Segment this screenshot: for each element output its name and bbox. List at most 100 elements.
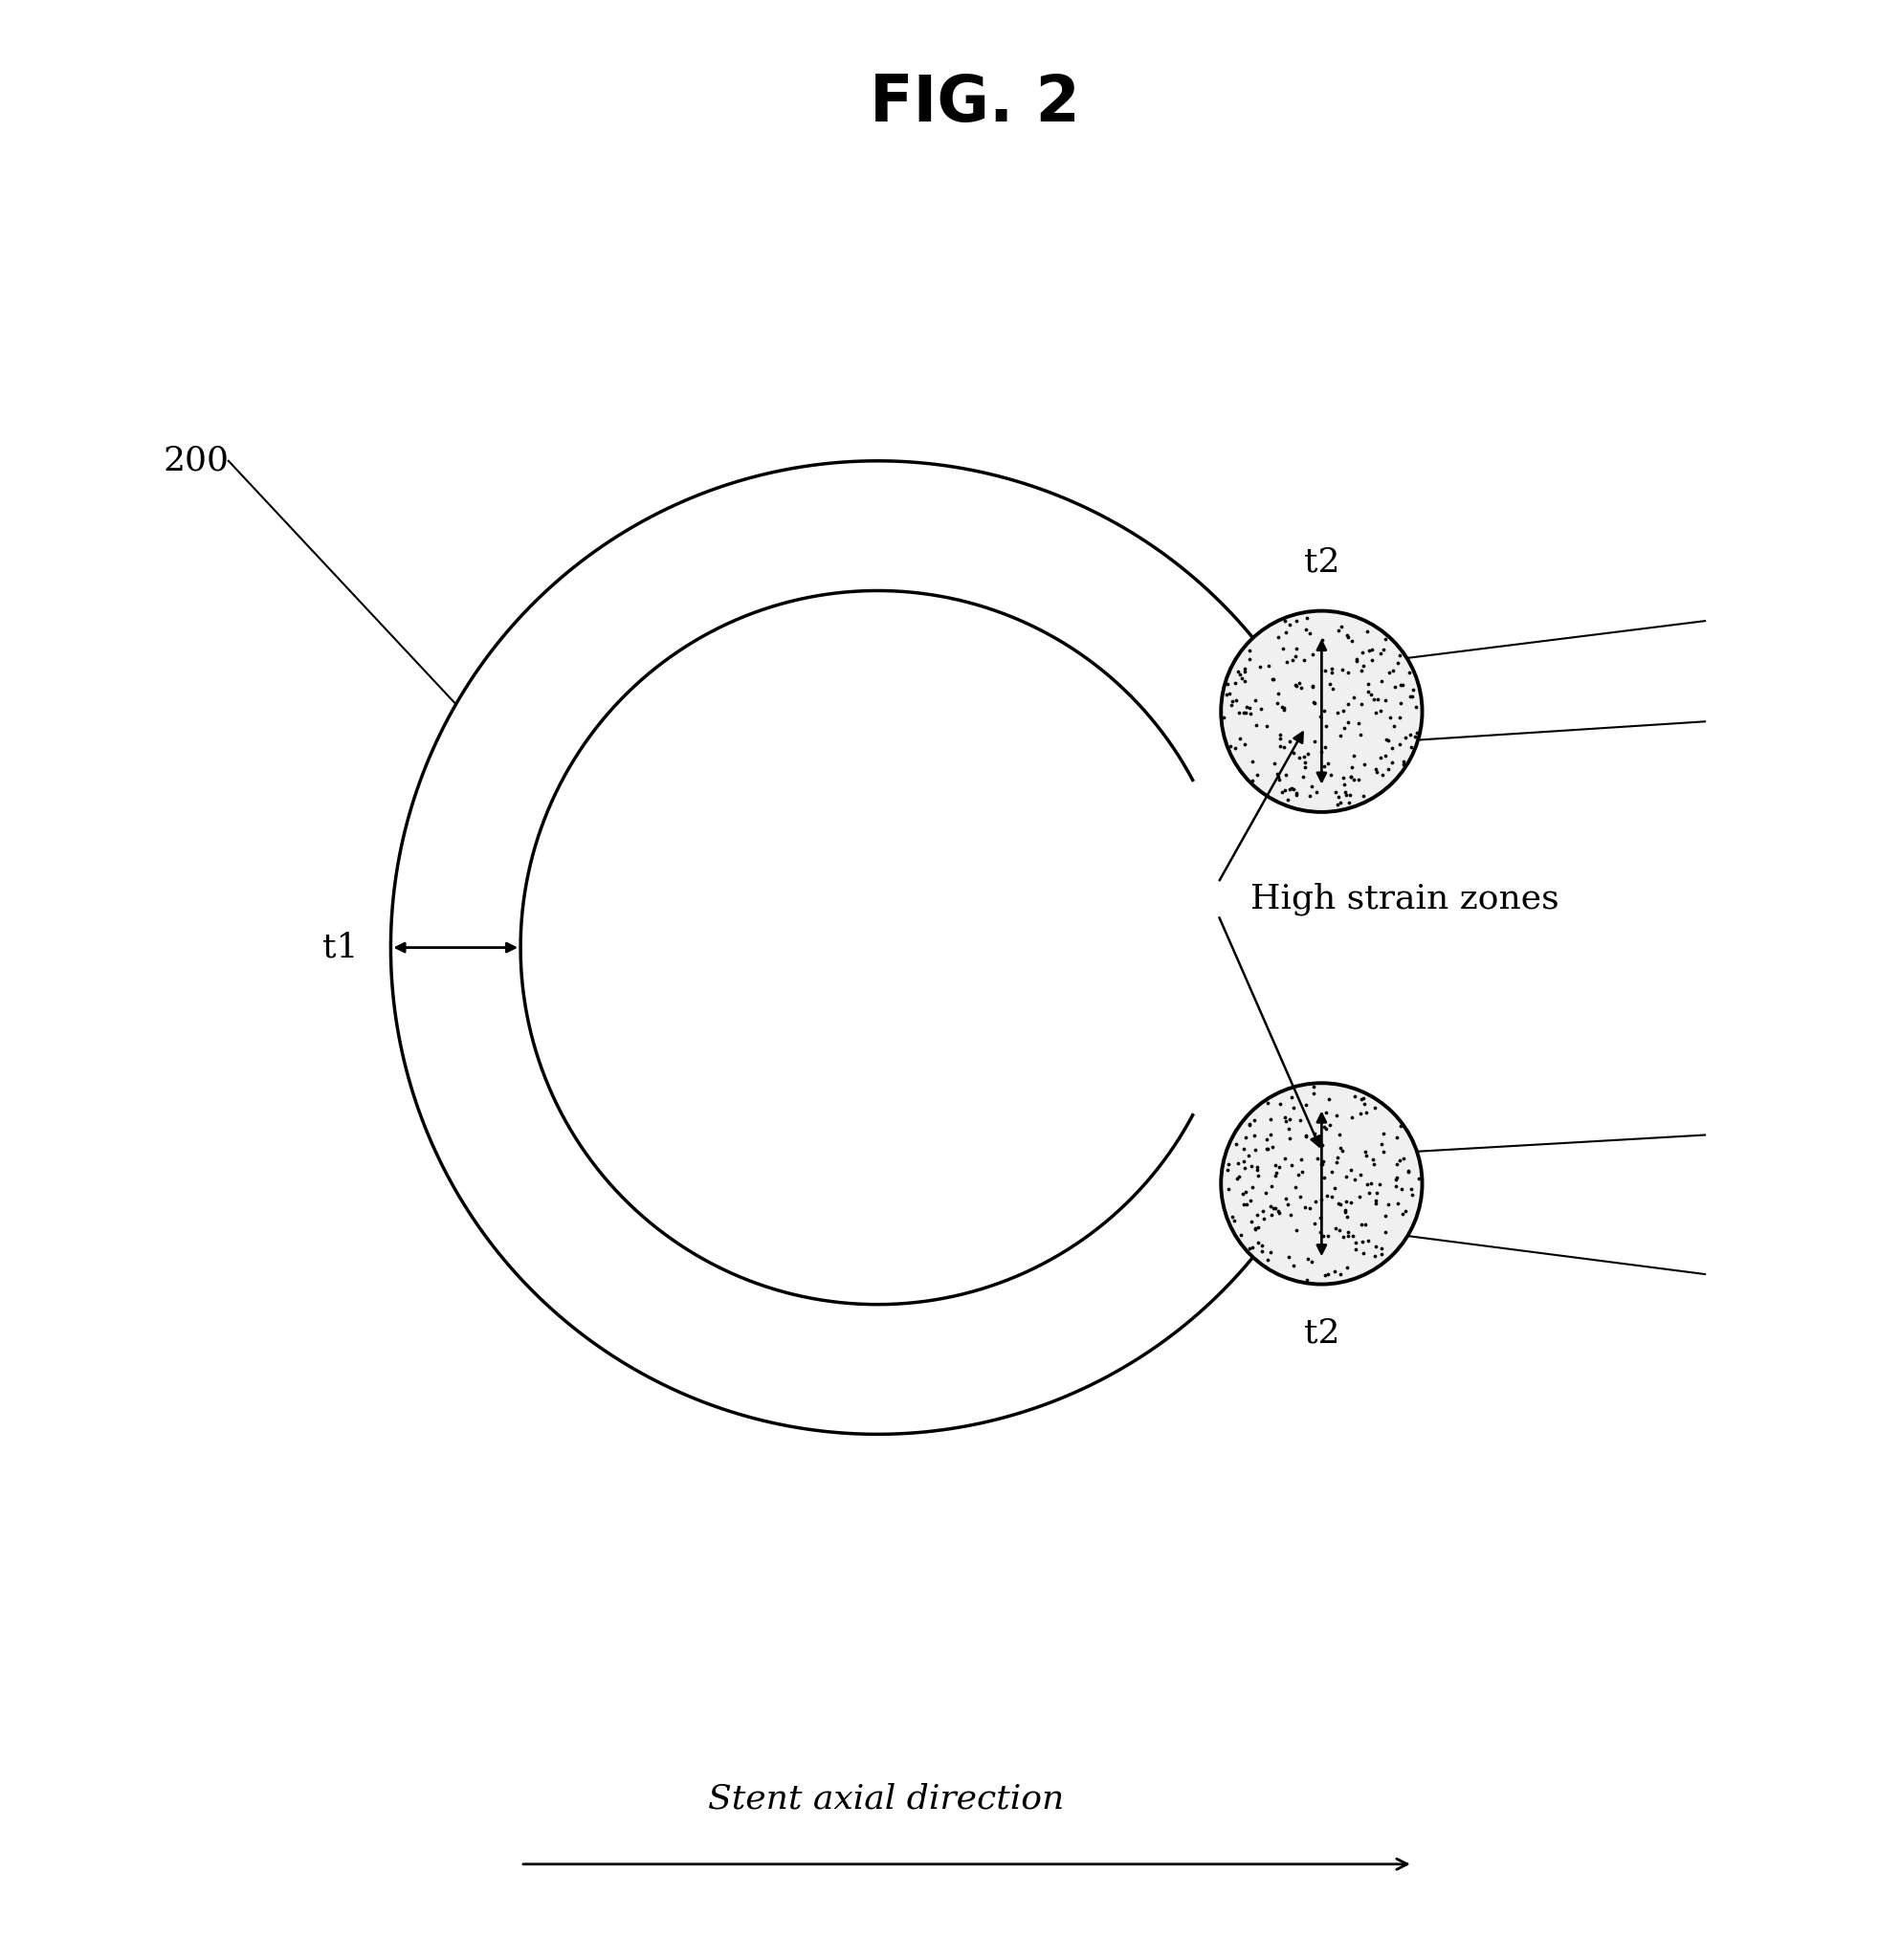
Point xyxy=(1325,1188,1355,1219)
Point xyxy=(1226,662,1257,694)
Point xyxy=(1317,1180,1348,1211)
Point xyxy=(1399,721,1430,753)
Point xyxy=(1310,655,1340,686)
Point xyxy=(1276,1151,1306,1182)
Point xyxy=(1376,747,1407,778)
Point xyxy=(1323,1119,1354,1151)
Point xyxy=(1272,784,1302,815)
Point xyxy=(1319,1172,1350,1203)
Point xyxy=(1230,653,1260,684)
Point xyxy=(1260,1156,1291,1188)
Point xyxy=(1382,1149,1412,1180)
Point xyxy=(1222,1162,1253,1194)
Point xyxy=(1264,764,1295,796)
Point xyxy=(1234,635,1264,666)
Point xyxy=(1331,1160,1361,1192)
Point xyxy=(1355,1168,1386,1200)
Point xyxy=(1376,733,1407,764)
Point xyxy=(1264,1198,1295,1229)
Point xyxy=(1283,666,1314,698)
Point xyxy=(1291,1264,1321,1296)
Point xyxy=(1258,662,1289,694)
Point xyxy=(1367,1129,1397,1160)
Point xyxy=(1213,668,1243,700)
Point xyxy=(1243,1227,1274,1258)
Point xyxy=(1323,780,1354,811)
Point xyxy=(1289,753,1319,784)
Point xyxy=(1397,680,1428,711)
Point xyxy=(1238,1151,1268,1182)
Point xyxy=(1352,1096,1382,1127)
Point xyxy=(1264,719,1295,751)
Point xyxy=(1232,692,1262,723)
Point xyxy=(1232,1188,1262,1219)
Point xyxy=(1401,692,1431,723)
Point xyxy=(1234,692,1264,723)
Point xyxy=(1384,1145,1414,1176)
Point xyxy=(1348,637,1378,668)
Text: Stent axial direction: Stent axial direction xyxy=(707,1784,1065,1815)
Point xyxy=(1367,666,1397,698)
Point xyxy=(1321,1147,1352,1178)
Point xyxy=(1281,670,1312,702)
Point xyxy=(1359,1241,1390,1272)
Point xyxy=(1257,1200,1287,1231)
Point xyxy=(1239,1119,1270,1151)
Point xyxy=(1243,1211,1274,1243)
Point xyxy=(1348,1239,1378,1270)
Point xyxy=(1298,1119,1329,1151)
Point xyxy=(1230,729,1260,760)
Point xyxy=(1239,1105,1270,1137)
Point xyxy=(1293,737,1323,768)
Point xyxy=(1300,776,1331,808)
Point xyxy=(1308,1219,1338,1250)
Point xyxy=(1365,1168,1395,1200)
Point xyxy=(1333,657,1363,688)
Point xyxy=(1333,621,1363,653)
Point xyxy=(1215,731,1245,762)
Point xyxy=(1251,1178,1281,1209)
Point xyxy=(1281,1170,1312,1201)
Point xyxy=(1285,672,1315,704)
Point xyxy=(1344,764,1374,796)
Point xyxy=(1312,710,1342,741)
Point xyxy=(1298,1207,1329,1239)
Point xyxy=(1270,1102,1300,1133)
Point xyxy=(1270,1105,1300,1137)
Point xyxy=(1346,1098,1376,1129)
Point xyxy=(1388,747,1418,778)
Point xyxy=(1281,780,1312,811)
Point xyxy=(1276,1082,1306,1113)
Point xyxy=(1291,1192,1321,1223)
Point xyxy=(1217,686,1247,717)
Point xyxy=(1308,1162,1338,1194)
Point xyxy=(1335,788,1365,819)
Point xyxy=(1336,760,1367,792)
Point xyxy=(1359,1188,1390,1219)
Point xyxy=(1239,1213,1270,1245)
Point xyxy=(1312,747,1342,778)
Point xyxy=(1264,723,1295,755)
Point xyxy=(1228,698,1258,729)
Point xyxy=(1321,776,1352,808)
Point xyxy=(1239,1213,1270,1245)
Point xyxy=(1361,698,1392,729)
Point xyxy=(1241,1151,1272,1182)
Point xyxy=(1302,1143,1333,1174)
Point xyxy=(1220,733,1251,764)
Point xyxy=(1277,1250,1308,1282)
Point xyxy=(1314,1258,1344,1290)
Point xyxy=(1258,1192,1289,1223)
Point xyxy=(1274,1113,1304,1145)
Point xyxy=(1291,1121,1321,1152)
Point xyxy=(1361,1231,1392,1262)
Point xyxy=(1327,1135,1357,1166)
Point xyxy=(1329,762,1359,794)
Point xyxy=(1365,637,1395,668)
Point xyxy=(1298,725,1329,757)
Point xyxy=(1255,1237,1285,1268)
Point xyxy=(1386,1174,1416,1205)
Point xyxy=(1335,1186,1365,1217)
Point xyxy=(1264,1088,1295,1119)
Point xyxy=(1378,655,1409,686)
